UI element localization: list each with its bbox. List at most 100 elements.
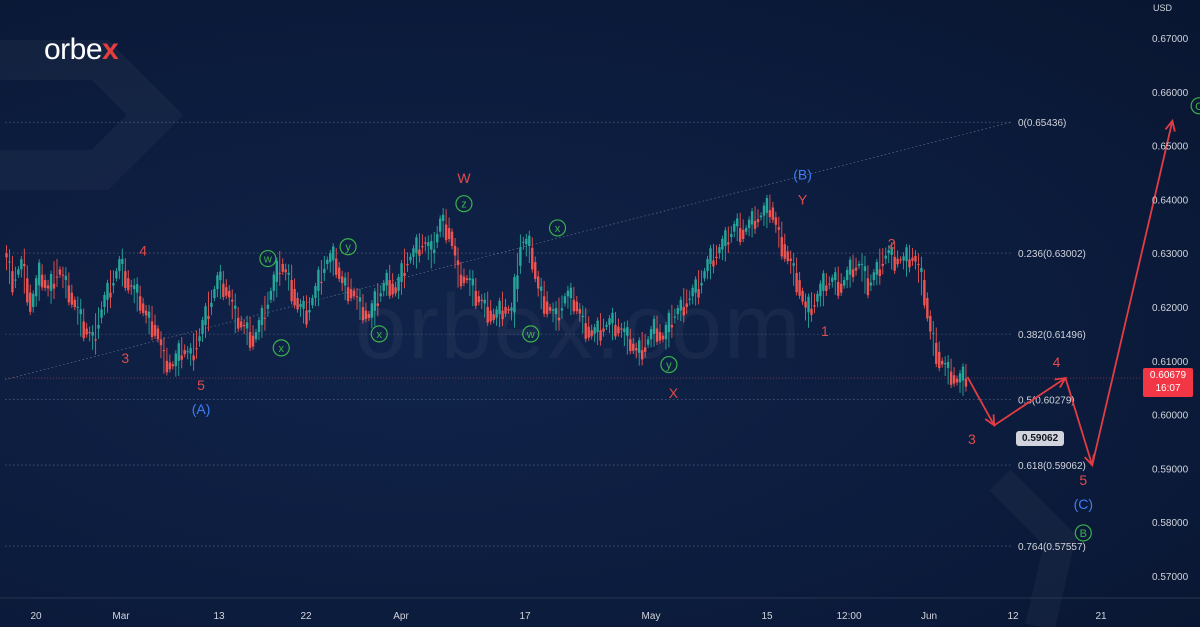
candle-body <box>825 285 828 291</box>
candle-body <box>507 308 510 311</box>
candle-body <box>893 256 896 271</box>
candle-body <box>228 290 231 298</box>
candle-body <box>340 276 344 284</box>
candle-body <box>501 310 504 320</box>
x-tick-label: 17 <box>519 611 531 622</box>
y-tick-label: 0.60000 <box>1152 411 1189 422</box>
wave-label: 1 <box>821 323 829 339</box>
candle-body <box>902 256 905 261</box>
candle-body <box>688 298 691 300</box>
y-tick-label: 0.62000 <box>1152 303 1189 314</box>
x-tick-label: 22 <box>300 611 312 622</box>
candle-body <box>147 311 151 318</box>
candle-body <box>29 292 32 312</box>
y-tick-label: 0.58000 <box>1152 518 1189 529</box>
candle-body <box>257 320 261 333</box>
wave-circle <box>548 219 567 237</box>
candle-body <box>302 300 305 309</box>
candle-body <box>115 271 118 279</box>
candle-body <box>64 275 68 281</box>
candle-body <box>165 360 169 373</box>
candle-body <box>724 230 727 247</box>
candle-body <box>418 249 421 256</box>
candle-body <box>156 328 160 340</box>
candle-body <box>314 286 317 299</box>
candle-body <box>290 280 293 302</box>
y-tick-label: 0.64000 <box>1152 195 1189 206</box>
candle-body <box>661 335 665 340</box>
candle-body <box>890 247 893 255</box>
candle-body <box>343 277 347 286</box>
x-tick-label: 21 <box>1095 611 1107 622</box>
candle-body <box>379 293 382 297</box>
wave-label: w <box>263 254 272 266</box>
candle-body <box>242 324 246 327</box>
candle-body <box>207 315 210 320</box>
candle-body <box>958 373 962 383</box>
fib-label: 0(0.65436) <box>1018 118 1066 129</box>
candle-body <box>774 217 778 225</box>
candle-body <box>673 316 677 318</box>
candle-body <box>768 210 772 218</box>
candle-body <box>183 350 186 355</box>
candle-body <box>415 237 418 254</box>
candle-body <box>236 317 240 329</box>
projection-segment <box>966 376 995 426</box>
candle-body <box>219 271 222 281</box>
wave-circle <box>259 249 277 268</box>
candle-body <box>20 259 23 270</box>
candle-body <box>525 238 528 245</box>
candle-body <box>144 310 148 316</box>
projection-segment <box>1091 120 1174 466</box>
wave-circle <box>522 325 540 343</box>
wave-label: (A) <box>192 401 211 417</box>
candle-body <box>352 290 356 297</box>
y-tick-label: 0.66000 <box>1152 88 1189 99</box>
trendline <box>4 121 1013 380</box>
candle-body <box>828 283 831 285</box>
candle-body <box>670 324 674 328</box>
candle-body <box>370 303 374 318</box>
candle-body <box>438 218 442 232</box>
candle-body <box>578 308 581 314</box>
candle-body <box>103 294 106 307</box>
wave-label: Y <box>798 191 808 207</box>
candle-body <box>358 297 362 302</box>
candle-body <box>231 299 234 302</box>
candle-body <box>55 276 59 278</box>
candle-body <box>195 348 198 350</box>
candle-body <box>694 279 697 293</box>
candle-body <box>260 308 264 325</box>
candle-body <box>691 287 694 297</box>
projection-arrowhead <box>1164 118 1176 132</box>
candle-body <box>842 280 846 286</box>
candle-body <box>706 259 709 272</box>
candle-body <box>923 280 926 306</box>
wave-label: 3 <box>121 350 129 366</box>
candle-body <box>133 285 136 290</box>
candle-body <box>789 258 792 261</box>
candle-body <box>498 300 501 315</box>
wave-label: (C) <box>1074 496 1093 512</box>
candle-body <box>61 274 65 276</box>
candle-body <box>201 320 204 334</box>
wave-circle <box>1190 97 1200 115</box>
candle-body <box>124 271 127 288</box>
candle-body <box>795 272 798 293</box>
candle-body <box>655 328 659 342</box>
candle-body <box>881 263 884 266</box>
candle-body <box>403 272 406 277</box>
candle-body <box>834 272 837 281</box>
target-price-callout: 0.59062 <box>1016 431 1065 446</box>
candle-body <box>70 292 74 305</box>
candle-body <box>513 276 516 313</box>
candle-body <box>329 253 332 263</box>
candle-body <box>727 242 730 245</box>
candle-body <box>332 246 335 261</box>
candle-body <box>605 324 608 327</box>
candle-body <box>486 307 489 323</box>
projection-segment <box>1064 377 1094 466</box>
candle-body <box>248 332 252 348</box>
candle-body <box>519 247 522 266</box>
candle-body <box>275 260 279 282</box>
